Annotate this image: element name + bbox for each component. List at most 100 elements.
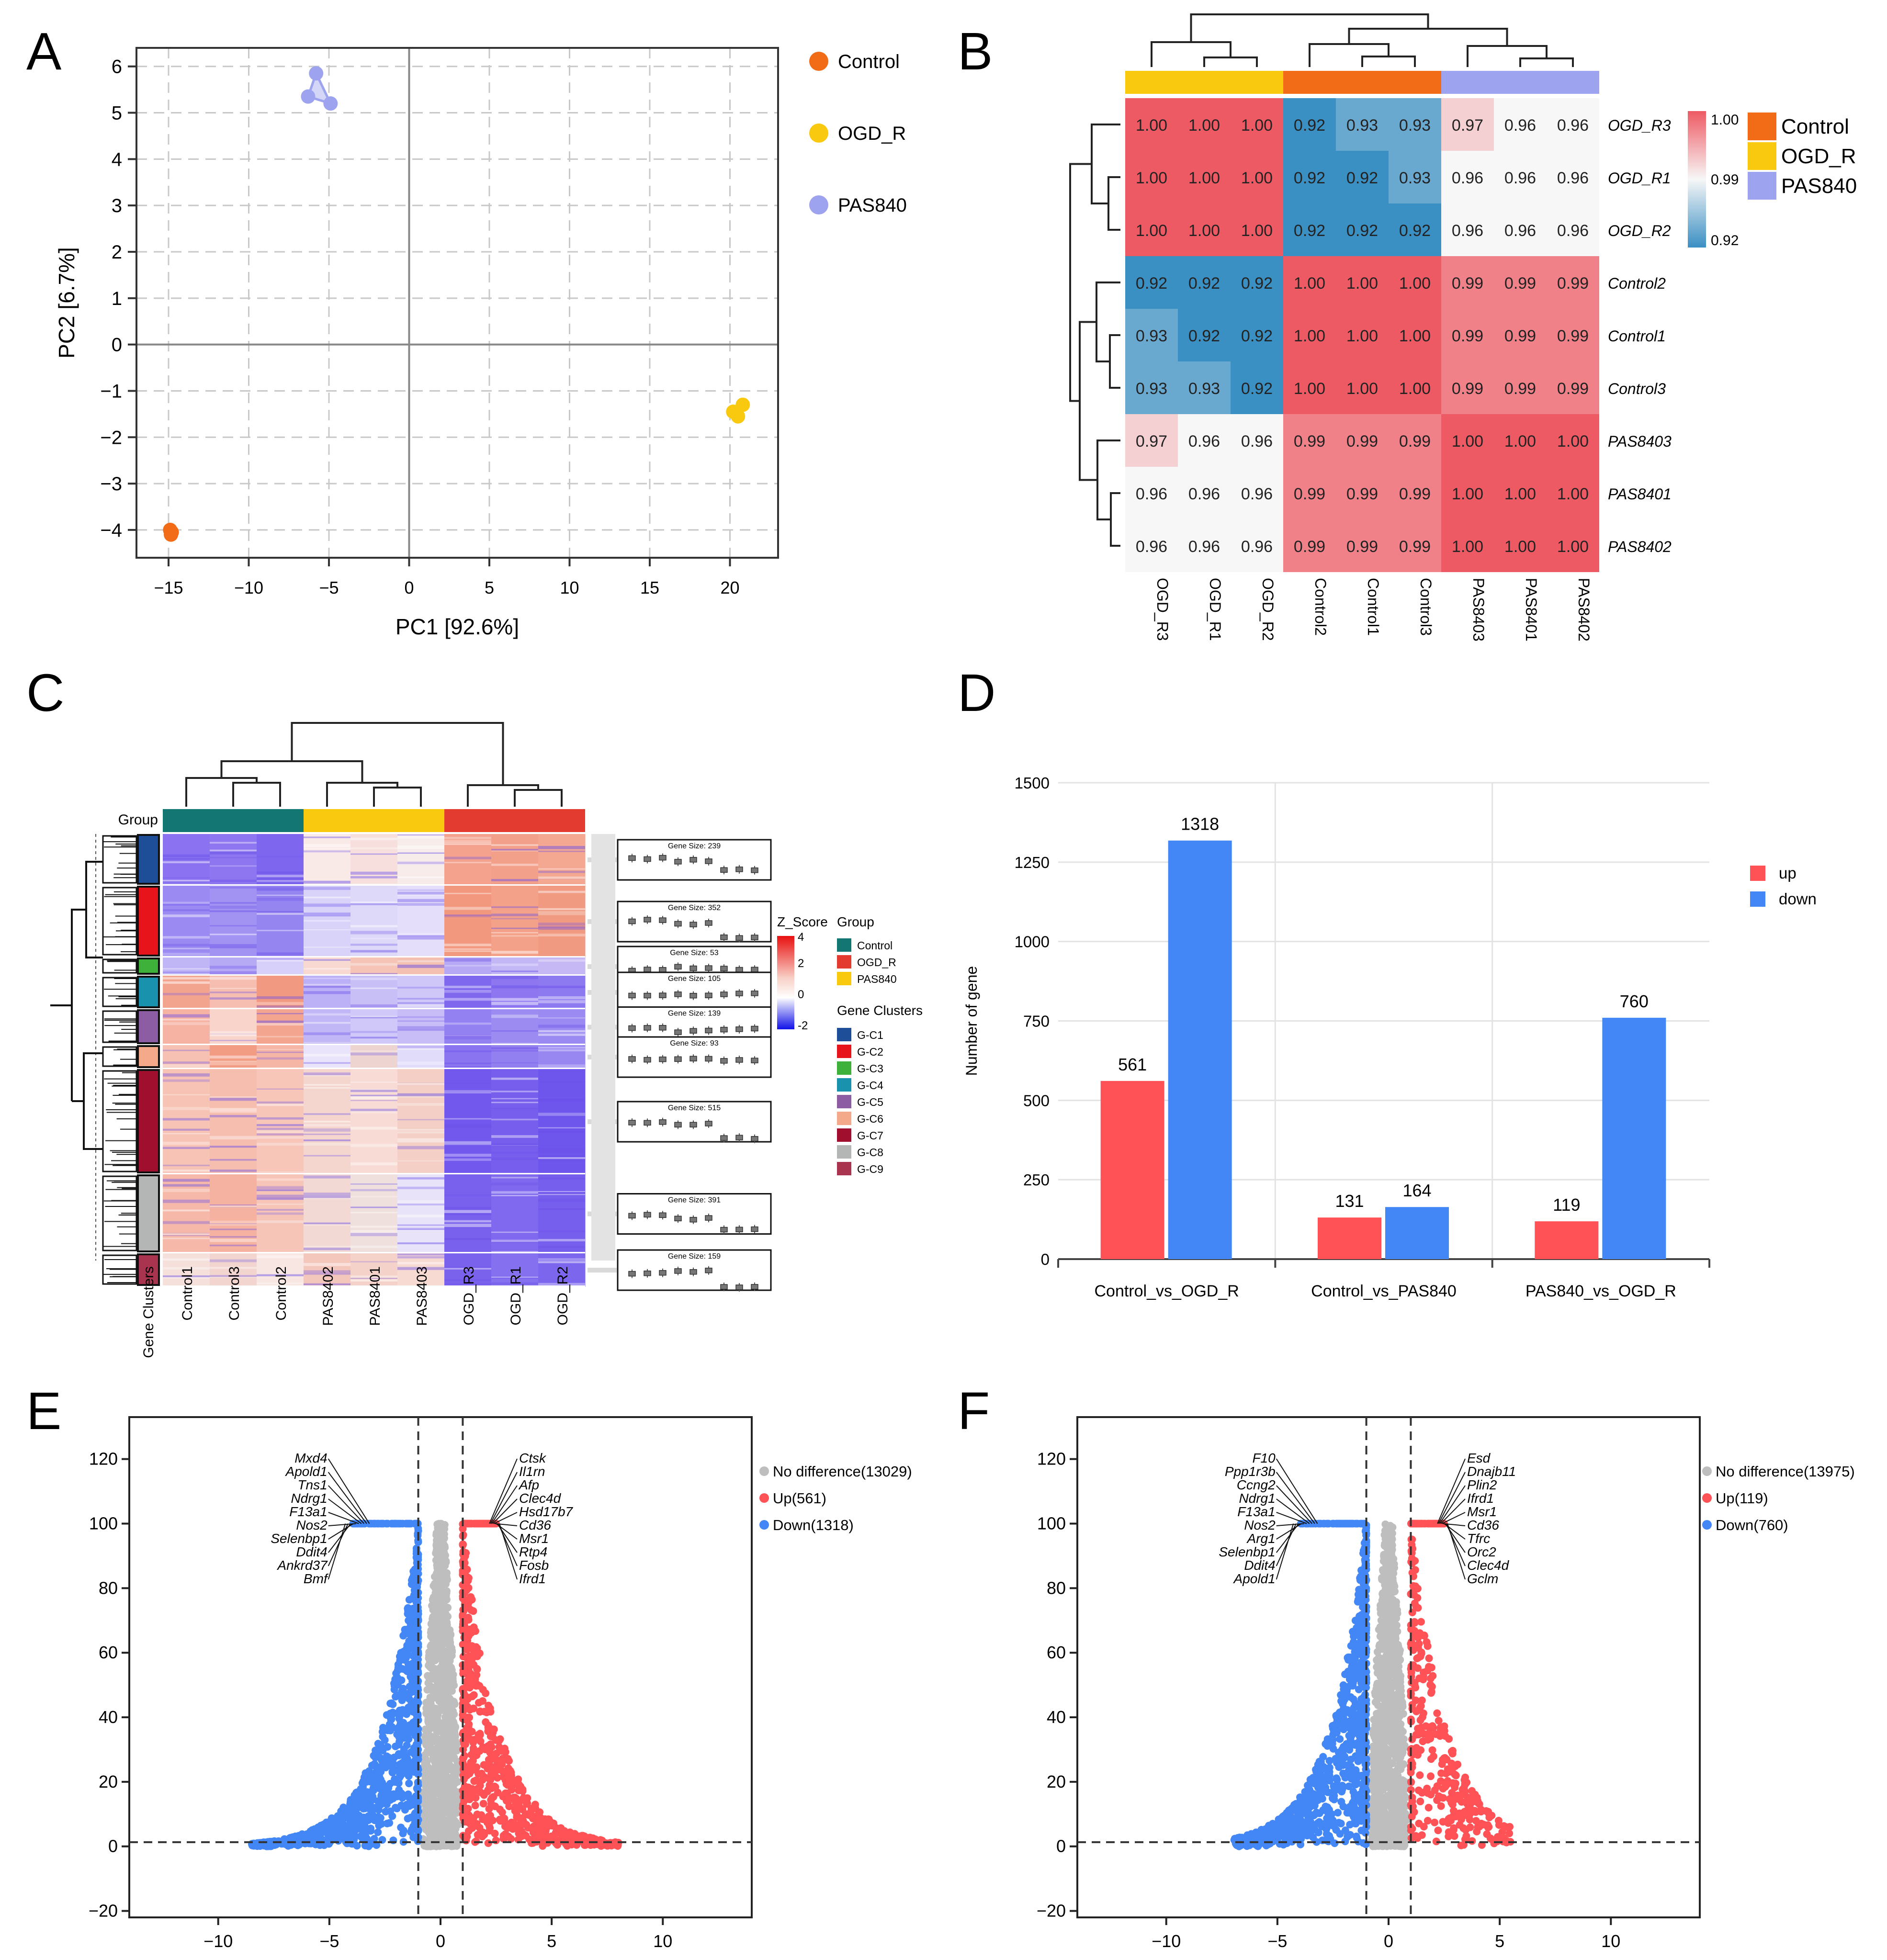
b-cell-value: 0.96: [1136, 538, 1167, 556]
c-heat-stripe: [257, 1282, 304, 1284]
c-heat-stripe: [257, 1197, 304, 1200]
f-point-nodiff: [1393, 1627, 1401, 1635]
b-row-dendrogram: [1091, 124, 1120, 204]
c-cluster-bar: [137, 1174, 160, 1252]
c-heat-stripe: [350, 901, 397, 903]
c-heat-stripe: [397, 1138, 444, 1141]
b-cell: [1283, 361, 1336, 414]
c-heat-stripe: [163, 1018, 210, 1021]
e-point-nodiff: [437, 1699, 445, 1707]
e-point-up: [476, 1737, 485, 1746]
c-heat-stripe: [210, 910, 257, 912]
e-point-nodiff: [425, 1802, 433, 1810]
a-ytick-label: −1: [100, 381, 122, 402]
c-heat-stripe: [397, 835, 444, 839]
e-point-nodiff: [421, 1732, 429, 1740]
a-frame: [136, 47, 779, 559]
c-heat-stripe: [304, 1124, 350, 1127]
b-cell: [1441, 309, 1494, 361]
c-profile-box-mark: [735, 935, 743, 941]
c-heat-stripe: [210, 1267, 257, 1269]
d-bar-value: 561: [1118, 1055, 1147, 1074]
c-heat-stripe: [444, 1266, 491, 1268]
a-point: [309, 66, 324, 81]
c-profile-box-mark: [720, 1135, 728, 1141]
c-heat-stripe: [491, 1194, 538, 1196]
e-point-nodiff: [430, 1834, 439, 1842]
c-heat-stripe: [210, 1138, 257, 1140]
d-legend-label: up: [1779, 864, 1797, 882]
b-row-label: OGD_R1: [1608, 169, 1671, 187]
c-heat-stripe: [397, 1096, 444, 1098]
c-heat-stripe: [491, 1102, 538, 1104]
e-point-up: [464, 1804, 472, 1813]
b-row-dendrogram: [1107, 176, 1120, 231]
c-profile-box-mark: [644, 967, 651, 972]
c-heat-stripe: [491, 1098, 538, 1100]
b-col-dendrogram: [1190, 13, 1429, 42]
e-point-down: [413, 1724, 421, 1733]
a-ytick-label: 4: [112, 149, 122, 170]
e-point-up: [471, 1647, 479, 1655]
c-heat-stripe: [257, 1023, 304, 1026]
c-heat-stripe: [350, 973, 397, 975]
b-cell-value: 0.99: [1452, 327, 1483, 345]
e-point-nodiff: [442, 1704, 450, 1712]
c-heat-stripe: [444, 1124, 491, 1127]
c-legend-group-title: Group: [837, 914, 874, 929]
b-col-label: PAS8403: [1470, 578, 1487, 642]
c-heat-stripe: [350, 847, 397, 850]
d-category-label: Control_vs_OGD_R: [1094, 1282, 1239, 1300]
e-point-down: [390, 1682, 398, 1690]
b-cell-value: 1.00: [1136, 116, 1167, 135]
c-heat-block: [163, 886, 210, 957]
c-cluster-bar: [137, 834, 160, 885]
b-cell-value: 0.99: [1399, 432, 1431, 451]
c-legend-cluster-swatch: [837, 1145, 851, 1159]
e-point-up: [496, 1762, 504, 1770]
b-col-dendrogram: [1467, 45, 1548, 67]
c-heat-stripe: [491, 1157, 538, 1160]
c-profile-box-mark: [628, 1271, 636, 1277]
e-point-up: [571, 1830, 579, 1838]
c-heat-block: [350, 976, 398, 1009]
e-point-nodiff: [428, 1642, 436, 1650]
c-profile-box-mark: [644, 1120, 651, 1126]
c-heat-stripe: [163, 914, 210, 917]
c-heat-stripe: [444, 985, 491, 989]
e-point-nodiff: [431, 1766, 440, 1774]
b-cell-value: 1.00: [1452, 485, 1483, 503]
b-cell-value: 1.00: [1504, 485, 1536, 503]
c-row-dendrogram-block: [102, 1046, 137, 1067]
e-point-nodiff: [438, 1685, 446, 1693]
b-cell-value: 0.96: [1241, 432, 1273, 451]
e-point-down: [325, 1818, 333, 1826]
e-point-up: [473, 1680, 481, 1688]
e-point-nodiff: [447, 1630, 455, 1638]
b-row-label: Control2: [1608, 275, 1666, 292]
c-profile-box-mark: [720, 1026, 728, 1033]
e-point-up: [498, 1755, 507, 1763]
e-point-nodiff: [437, 1818, 445, 1826]
e-point-up: [479, 1520, 487, 1528]
e-point-up: [473, 1810, 481, 1818]
a-ylabel: PC2 [6.7%]: [54, 247, 79, 359]
b-cell: [1125, 203, 1178, 256]
c-heat-stripe: [304, 848, 350, 850]
e-point-down: [383, 1819, 391, 1827]
b-cell-value: 0.93: [1188, 380, 1220, 398]
c-row-dendrogram: [50, 861, 103, 1150]
c-profile-box-mark: [689, 1217, 697, 1223]
b-cell: [1336, 519, 1389, 572]
e-point-down: [309, 1833, 317, 1841]
e-point-nodiff: [436, 1594, 444, 1602]
b-cell: [1283, 467, 1336, 519]
d-bar: [1385, 1207, 1449, 1259]
e-point-down: [365, 1767, 373, 1775]
c-heat-stripe: [163, 1094, 210, 1095]
e-point-nodiff: [440, 1746, 448, 1754]
c-heat-stripe: [491, 1191, 538, 1194]
c-heat-stripe: [444, 1036, 491, 1038]
e-point-nodiff: [437, 1842, 445, 1850]
c-heat-stripe: [210, 1110, 257, 1112]
